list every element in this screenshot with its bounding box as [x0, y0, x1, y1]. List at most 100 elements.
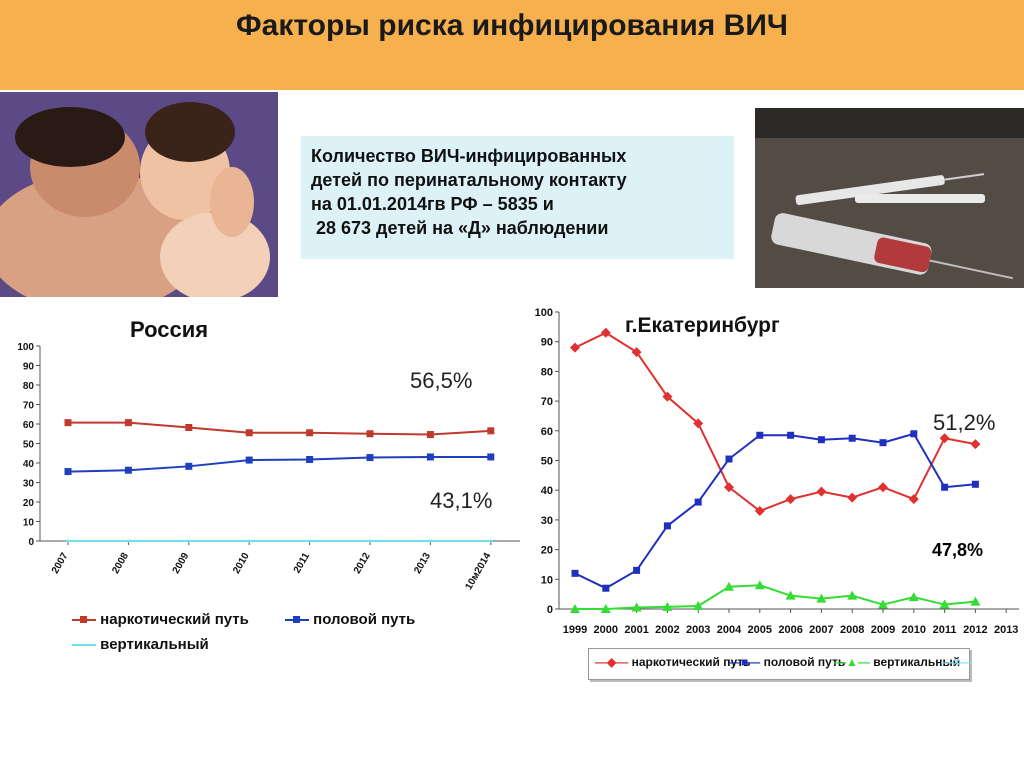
info-line-1: Количество ВИЧ-инфицированных [311, 146, 627, 166]
ekb-x-tick-label: 2005 [748, 624, 772, 636]
ekb-series-1-point [725, 455, 733, 463]
russia-series-2-point [489, 539, 493, 543]
russia-x-tick-label: 2011 [292, 551, 313, 576]
ekb-legend-vertical: —▲— вертикальный [834, 655, 961, 669]
ekb-series-1-point [941, 483, 949, 491]
russia-series-2-point [247, 539, 251, 543]
ekb-series-0-point [754, 505, 765, 516]
russia-series-1-point [64, 468, 72, 476]
russia-y-tick-label: 0 [28, 537, 34, 548]
ekb-series-0-point [939, 433, 950, 444]
russia-series-1-point [487, 453, 495, 461]
ekb-x-tick-label: 2007 [809, 624, 833, 636]
ekb-series-1-point [756, 431, 764, 439]
ekb-series-0-point [878, 482, 888, 493]
russia-series-0-point [487, 427, 495, 435]
syringes-photo-illustration [755, 108, 1024, 288]
russia-series-0-point [426, 431, 434, 439]
syringes-photo [755, 108, 1024, 288]
page-title: Факторы риска инфицирования ВИЧ [236, 9, 788, 42]
russia-annotation-drug: 56,5% [410, 368, 473, 393]
russia-y-tick-label: 100 [17, 342, 34, 353]
russia-series-2-point [428, 539, 432, 543]
ekb-series-0-point [693, 418, 704, 429]
ekb-series-0-line [574, 331, 976, 513]
russia-y-tick-label: 20 [23, 498, 35, 509]
ekb-x-tick-label: 2010 [902, 624, 926, 636]
russia-y-tick-label: 30 [23, 479, 35, 490]
ekb-series-2-point [878, 599, 888, 609]
russia-series-0-point [245, 429, 253, 437]
ekb-legend-sexual: —■— половой путь [729, 655, 846, 669]
ekb-y-tick-label: 90 [541, 337, 553, 349]
ekb-y-tick-label: 50 [541, 456, 553, 468]
ekb-series-2-point [939, 599, 950, 609]
ekb-y-tick-label: 0 [547, 604, 553, 616]
russia-y-tick-label: 90 [23, 362, 35, 373]
ekb-series-2-point [816, 593, 827, 603]
russia-series-2-point [66, 539, 70, 543]
russia-x-tick-label: 2008 [110, 551, 131, 576]
russia-legend-vertical: вертикальный [72, 636, 209, 653]
russia-y-tick-label: 60 [23, 420, 35, 431]
russia-series-2-point [308, 539, 312, 543]
ekb-series-0-point [631, 347, 642, 358]
ekb-x-tick-label: 2008 [840, 624, 864, 636]
russia-y-tick-label: 80 [23, 381, 35, 392]
russia-series-1-point [366, 454, 374, 462]
russia-x-tick-label: 2013 [412, 551, 433, 576]
ekb-x-tick-label: 2013 [994, 624, 1018, 636]
ekb-y-tick-label: 100 [535, 307, 553, 319]
ekb-legend: —◆— наркотический путь —■— половой путь … [588, 648, 973, 680]
ekb-y-tick-label: 60 [541, 426, 553, 438]
russia-series-0-point [306, 429, 314, 437]
ekb-x-tick-label: 1999 [563, 624, 587, 636]
russia-series-0-line [68, 421, 491, 436]
couple-photo [0, 92, 278, 297]
ekb-series-2-point [693, 601, 704, 611]
ekb-legend-sexual-label: половой путь [763, 655, 846, 669]
ekb-y-tick-label: 40 [541, 485, 553, 497]
ekb-series-1-point [879, 439, 887, 447]
russia-x-tick-label: 2012 [352, 551, 373, 576]
russia-series-0-point [64, 419, 72, 427]
russia-x-tick-label: 10м2014 [463, 551, 493, 592]
ekb-series-0-point [724, 482, 734, 493]
ekb-legend-extra: —×— [941, 655, 973, 669]
russia-legend-sexual-label: половой путь [313, 611, 416, 628]
russia-y-tick-label: 70 [23, 401, 35, 412]
ekb-series-2-line [575, 584, 976, 610]
ekb-x-tick-label: 2000 [594, 624, 618, 636]
ekb-x-tick-label: 2012 [963, 624, 987, 636]
info-line-3: на 01.01.2014гв РФ – 5835 и [311, 194, 554, 214]
ekb-legend-drug-label: наркотический путь [631, 655, 751, 669]
russia-series-1-point [124, 466, 132, 474]
ekb-series-0-point [662, 391, 673, 402]
ekb-series-0-point [785, 494, 796, 505]
ekb-y-tick-label: 80 [541, 366, 553, 378]
info-box: Количество ВИЧ-инфицированных детей по п… [301, 136, 734, 259]
ekb-series-1-point [694, 498, 702, 506]
russia-series-2-point [187, 539, 191, 543]
ekb-series-0-point [908, 494, 919, 505]
ekb-series-2-point [600, 604, 611, 613]
ekb-series-1-point [602, 584, 610, 592]
russia-y-tick-label: 10 [23, 518, 35, 529]
ekb-series-1-point [910, 430, 918, 438]
ekb-series-1-point [663, 522, 671, 530]
russia-series-1-point [185, 462, 193, 470]
ekb-series-0-point [847, 492, 858, 503]
ekb-series-0-point [570, 342, 580, 353]
ekb-x-tick-label: 2009 [871, 624, 895, 636]
russia-series-2-point [126, 539, 130, 543]
russia-y-tick-label: 50 [23, 440, 35, 451]
russia-annotation-sexual: 43,1% [430, 488, 493, 513]
ekb-x-tick-label: 2011 [933, 624, 957, 636]
russia-series-1-point [245, 456, 253, 464]
ekb-series-2-point [631, 602, 642, 612]
russia-x-tick-label: 2009 [171, 551, 192, 576]
ekb-series-1-point [848, 434, 856, 442]
ekb-y-tick-label: 20 [541, 545, 553, 557]
ekb-series-0-point [816, 486, 827, 497]
russia-series-2-point [368, 539, 372, 543]
